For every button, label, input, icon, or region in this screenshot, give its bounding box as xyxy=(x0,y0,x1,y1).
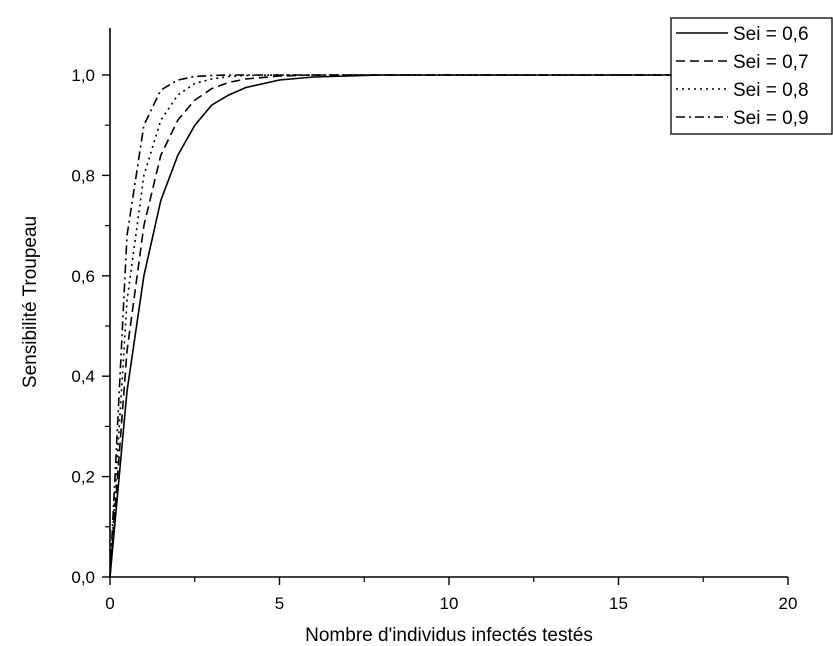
x-axis-title: Nombre d'individus infectés testés xyxy=(305,625,593,646)
legend-label: Sei = 0,8 xyxy=(733,80,809,101)
x-tick-label: 20 xyxy=(779,594,798,613)
series-line-dashdot xyxy=(109,74,788,578)
x-tick-label: 0 xyxy=(105,594,114,613)
y-tick-label: 0,6 xyxy=(71,267,95,286)
legend: Sei = 0,6 Sei = 0,7 Sei = 0,8 Sei = 0,9 xyxy=(670,17,833,135)
series-line-solid xyxy=(109,74,788,578)
y-tick-label: 0,2 xyxy=(71,468,95,487)
legend-frame xyxy=(670,17,833,135)
x-tick-label: 5 xyxy=(275,594,284,613)
legend-label: Sei = 0,6 xyxy=(733,24,809,45)
y-tick-label: 1,0 xyxy=(71,66,95,85)
series-line-dotted xyxy=(109,74,788,578)
y-axis-title: Sensibilité Troupeau xyxy=(20,216,41,388)
series-line-dashed xyxy=(109,74,788,578)
x-tick-label: 10 xyxy=(440,594,459,613)
legend-label: Sei = 0,7 xyxy=(733,52,809,73)
x-tick-label: 15 xyxy=(609,594,628,613)
y-tick-label: 0,8 xyxy=(71,166,95,185)
plot-area xyxy=(109,74,788,578)
axis-ticks: 0 5 10 15 20 0,0 0,2 0,4 0,6 0,8 1,0 xyxy=(71,66,797,613)
y-tick-label: 0,0 xyxy=(71,568,95,587)
y-tick-label: 0,4 xyxy=(71,367,95,386)
legend-label: Sei = 0,9 xyxy=(733,108,809,129)
